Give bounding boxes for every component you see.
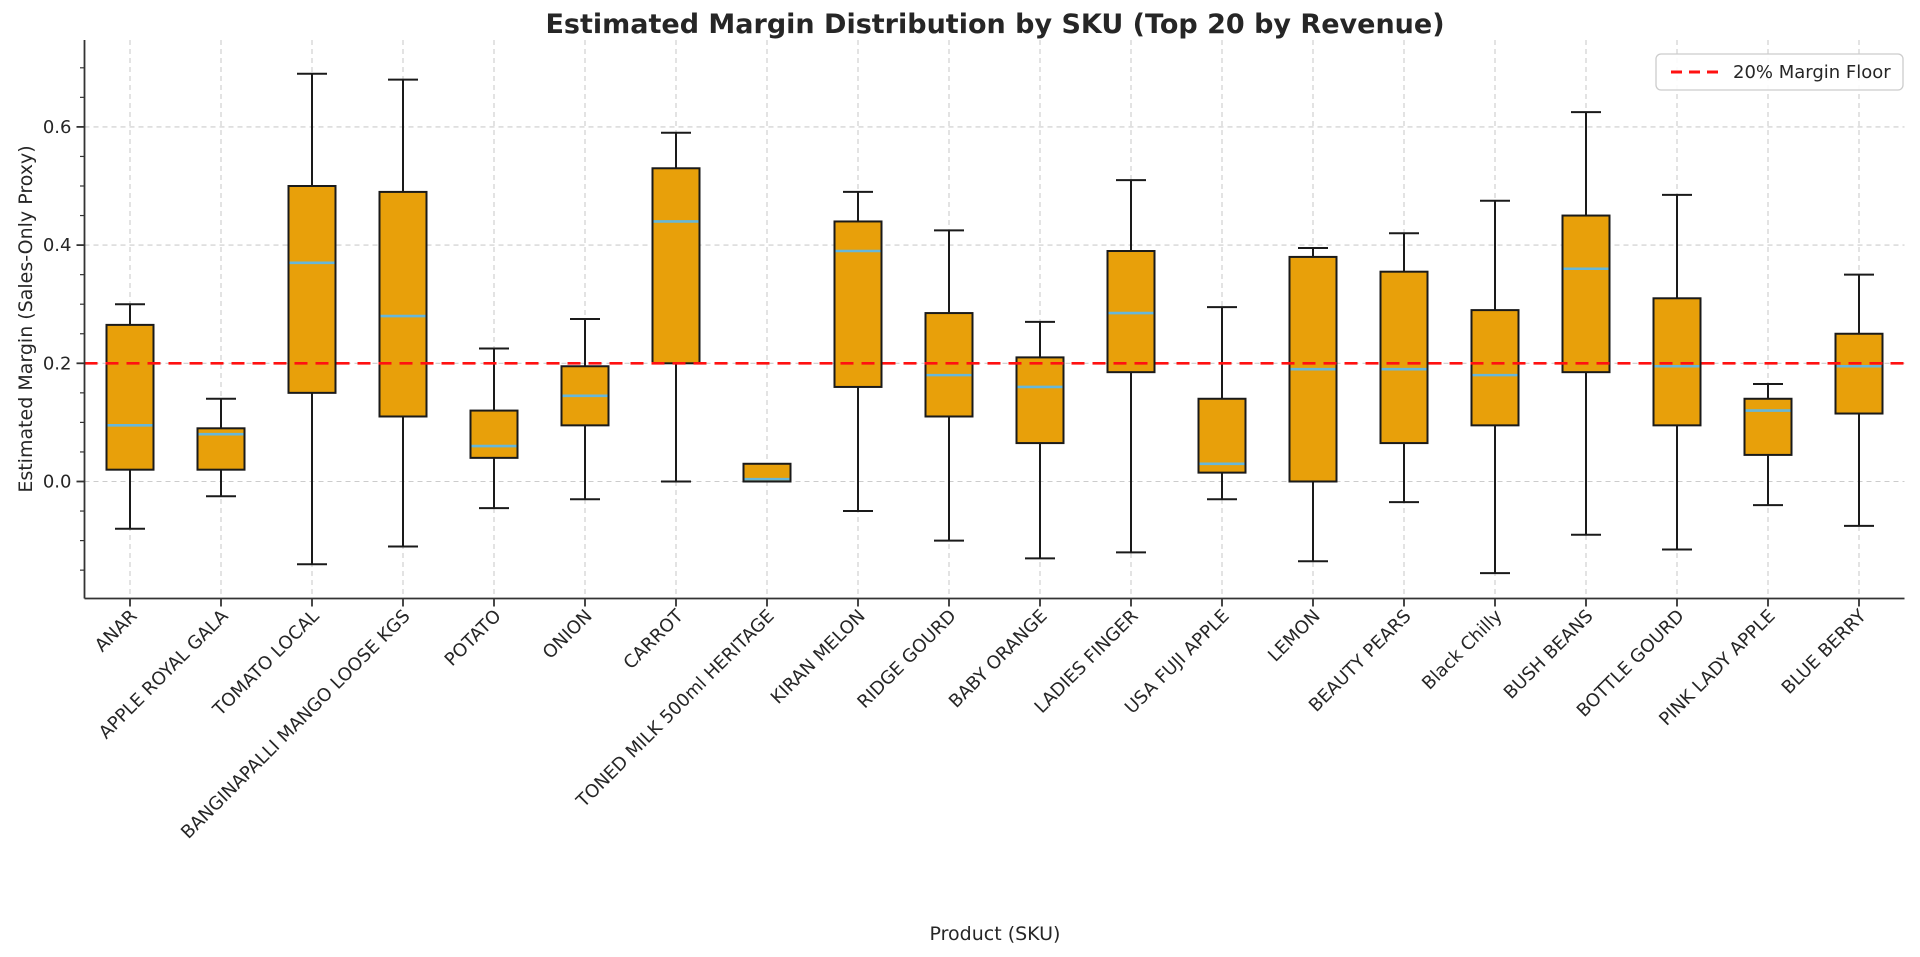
x-tick-label: CARROT <box>620 605 689 674</box>
box-beauty-pears <box>1379 232 1429 504</box>
box-layer <box>105 72 1884 575</box>
box-tomato-local <box>287 72 337 566</box>
iqr-box <box>105 323 155 471</box>
box-pink-lady-apple <box>1743 382 1793 507</box>
x-tick-label: ANAR <box>91 606 142 657</box>
box-potato <box>469 347 519 510</box>
x-tick-label: TONED MILK 500ml HERITAGE <box>572 606 779 813</box>
iqr-box <box>1652 297 1702 427</box>
x-tick-label: BABY ORANGE <box>945 606 1052 713</box>
iqr-box <box>1379 270 1429 445</box>
x-tick-label: Black Chilly <box>1418 605 1507 694</box>
x-tick-label: BLUE BERRY <box>1778 605 1872 699</box>
chart-title: Estimated Margin Distribution by SKU (To… <box>545 9 1444 40</box>
y-tick-label: 0.4 <box>43 235 72 256</box>
box-anar <box>105 303 155 530</box>
grid-layer <box>84 40 1905 599</box>
iqr-box <box>924 312 974 418</box>
box-black-chilly <box>1470 199 1520 575</box>
x-tick-label: KIRAN MELON <box>767 606 870 709</box>
box-apple-royal-gala <box>196 397 246 498</box>
x-tick-label: BUSH BEANS <box>1500 606 1598 704</box>
iqr-box <box>1743 397 1793 456</box>
box-usa-fuji-apple <box>1197 306 1247 501</box>
x-tick-label: LEMON <box>1264 606 1325 667</box>
iqr-box <box>1197 397 1247 474</box>
box-baby-orange <box>1015 320 1065 560</box>
iqr-box <box>469 409 519 459</box>
box-onion <box>560 317 610 501</box>
box-blue-berry <box>1834 273 1884 527</box>
x-tick-label: POTATO <box>441 606 506 671</box>
legend-box <box>1655 53 1904 91</box>
box-bottle-gourd <box>1652 193 1702 551</box>
iqr-box <box>1834 332 1884 415</box>
iqr-box <box>651 167 701 365</box>
iqr-box <box>287 185 337 394</box>
legend-label: 20% Margin Floor <box>1733 62 1891 83</box>
legend: 20% Margin Floor <box>1655 53 1904 91</box>
y-tick-label: 0.2 <box>43 353 72 374</box>
y-axis-title: Estimated Margin (Sales-Only Proxy) <box>15 145 37 492</box>
x-tick-label: ONION <box>539 606 597 664</box>
box-bush-beans <box>1561 111 1611 536</box>
iqr-box <box>1561 214 1611 374</box>
box-kiran-melon <box>833 190 883 513</box>
box-lemon <box>1288 247 1338 563</box>
box-toned-milk-500ml-heritage <box>742 462 792 483</box>
iqr-box <box>1106 250 1156 374</box>
y-tick-label: 0.0 <box>43 472 72 493</box>
iqr-box <box>1015 356 1065 445</box>
y-tick-label: 0.6 <box>43 117 72 138</box>
iqr-box <box>833 220 883 388</box>
iqr-box <box>1470 309 1520 427</box>
iqr-box <box>742 462 792 483</box>
axis-layer <box>76 40 1905 607</box>
x-axis-title: Product (SKU) <box>930 923 1061 945</box>
box-banginapalli-mango-loose-kgs <box>378 78 428 548</box>
box-ridge-gourd <box>924 229 974 542</box>
box-ladies-finger <box>1106 179 1156 554</box>
box-carrot <box>651 131 701 483</box>
iqr-box <box>378 190 428 418</box>
